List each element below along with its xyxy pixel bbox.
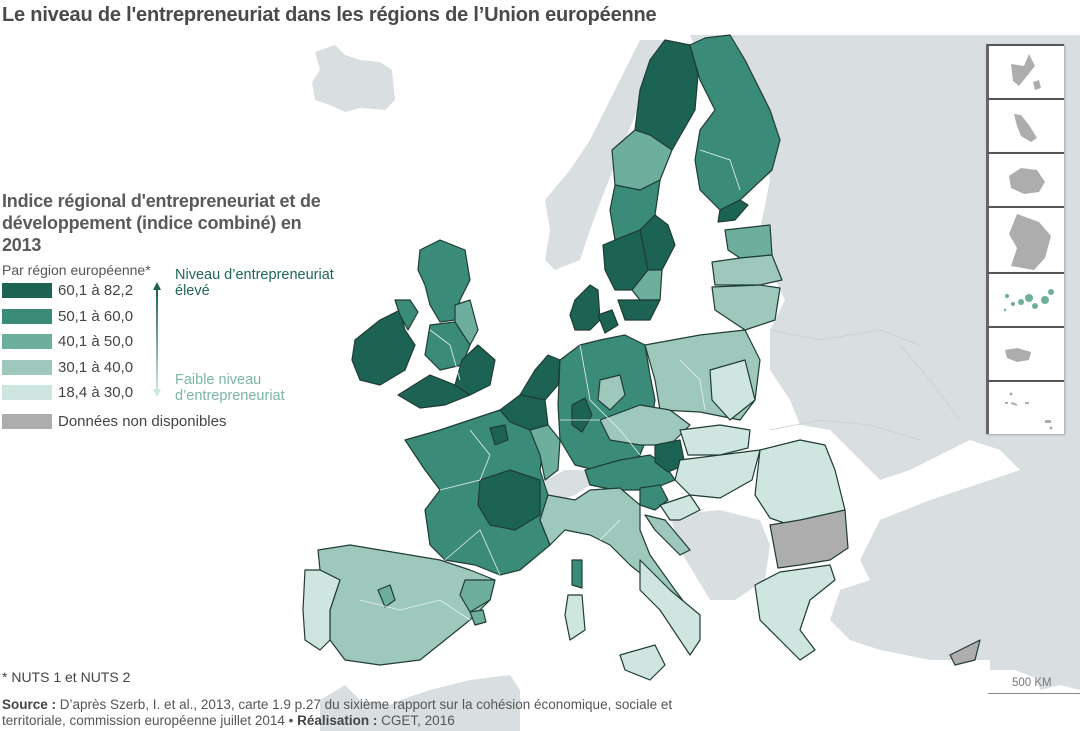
legend-classes: 60,1 à 82,2 50,1 à 60,0 40,1 à 50,0 30,1… bbox=[2, 278, 133, 406]
eu-regions bbox=[302, 34, 981, 681]
inset-guadeloupe bbox=[986, 44, 1064, 98]
inset-reunion bbox=[986, 152, 1064, 206]
legend-title: Indice régional d'entrepreneuriat et de … bbox=[2, 190, 342, 256]
inset-madere bbox=[986, 326, 1064, 380]
inset-martinique bbox=[986, 98, 1064, 152]
legend-swatch bbox=[2, 359, 52, 375]
scale-line bbox=[988, 693, 1080, 694]
legend-title-line-2: développement (indice combiné) en 2013 bbox=[2, 213, 302, 255]
legend-class-4: 30,1 à 40,0 bbox=[2, 355, 133, 381]
overseas-insets bbox=[986, 44, 1064, 434]
legend-swatch bbox=[2, 308, 52, 324]
legend-high-line-1: Niveau d’entrepreneuriat bbox=[175, 267, 334, 283]
legend-class-2: 50,1 à 60,0 bbox=[2, 304, 133, 330]
inset-acores bbox=[986, 380, 1064, 434]
credit-label: Réalisation : bbox=[297, 713, 378, 728]
page-title: Le niveau de l'entrepreneuriat dans les … bbox=[2, 4, 657, 26]
legend-low-note: Faible niveau d’entrepreneuriat bbox=[175, 372, 285, 404]
scale-bar: 500 KM bbox=[988, 677, 1080, 694]
legend-high-line-2: élevé bbox=[175, 283, 210, 299]
legend-class-1: 60,1 à 82,2 bbox=[2, 278, 133, 304]
inset-canaries bbox=[986, 272, 1064, 326]
legend-label: 18,4 à 30,0 bbox=[58, 384, 134, 402]
legend-label: 60,1 à 82,2 bbox=[58, 282, 134, 300]
source-text: D’après Szerb, I. et al., 2013, carte 1.… bbox=[2, 697, 673, 728]
legend-label: 40,1 à 50,0 bbox=[58, 333, 134, 351]
legend-swatch bbox=[2, 334, 52, 350]
legend-class-5: 18,4 à 30,0 bbox=[2, 380, 133, 406]
legend-no-data: Données non disponibles bbox=[2, 413, 226, 430]
legend-class-3: 40,1 à 50,0 bbox=[2, 329, 133, 355]
legend-swatch bbox=[2, 283, 52, 299]
map-legend: Indice régional d'entrepreneuriat et de … bbox=[2, 190, 342, 430]
source-credit: Source : D’après Szerb, I. et al., 2013,… bbox=[2, 697, 722, 729]
legend-no-data-label: Données non disponibles bbox=[58, 413, 227, 430]
inset-guyane bbox=[986, 206, 1064, 272]
scale-label: 500 KM bbox=[1012, 677, 1052, 689]
gradient-arrow-icon bbox=[153, 282, 161, 397]
non-eu-land bbox=[312, 35, 1080, 731]
legend-swatch bbox=[2, 385, 52, 401]
legend-title-line-1: Indice régional d'entrepreneuriat et de bbox=[2, 191, 321, 211]
legend-label: 30,1 à 40,0 bbox=[58, 358, 134, 376]
legend-swatch-no-data bbox=[2, 414, 52, 429]
legend-low-line-2: d’entrepreneuriat bbox=[175, 388, 285, 404]
credit-text: CGET, 2016 bbox=[377, 713, 455, 728]
legend-high-note: Niveau d’entrepreneuriat élevé bbox=[175, 267, 334, 299]
footnote: * NUTS 1 et NUTS 2 bbox=[2, 669, 131, 685]
legend-label: 50,1 à 60,0 bbox=[58, 307, 134, 325]
source-label: Source : bbox=[2, 697, 57, 712]
legend-low-line-1: Faible niveau bbox=[175, 372, 262, 388]
legend-subtitle: Par région européenne* bbox=[2, 262, 151, 278]
